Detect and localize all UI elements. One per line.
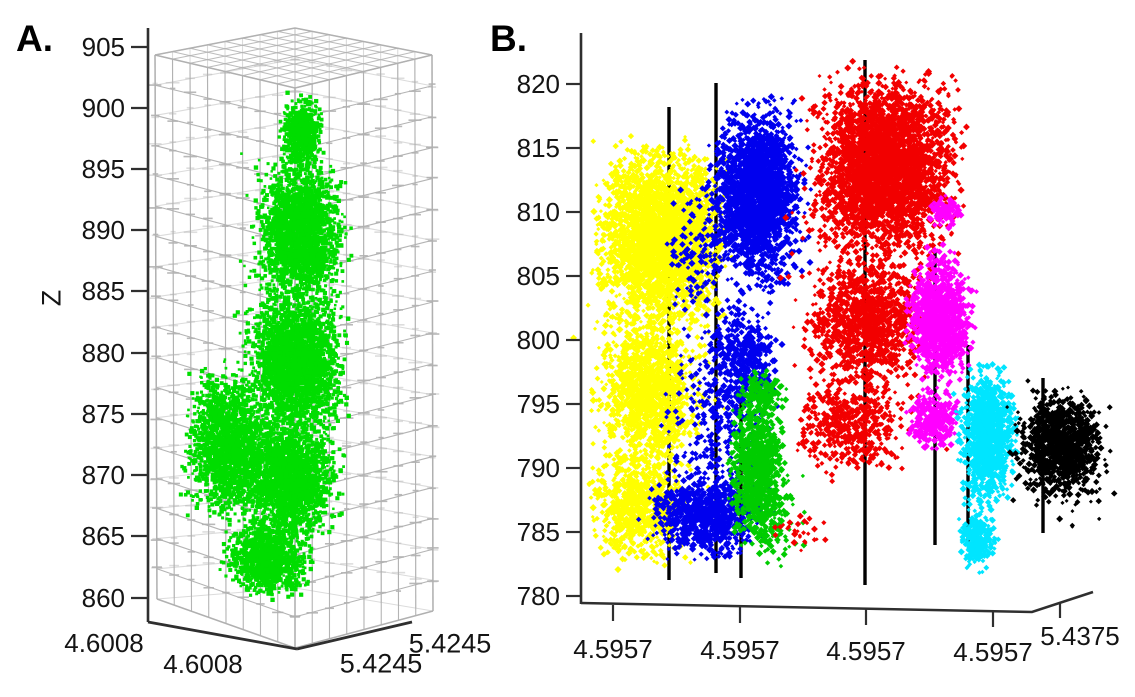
a-y-tick-label: 5.4245 [408,628,492,659]
b-z-tick-label: 785 [516,517,560,547]
a-z-tick-label: 870 [81,460,125,490]
a-z-tick-label: 865 [81,521,125,551]
a-z-tick-label: 900 [81,93,125,123]
a-z-tick-label: 905 [81,32,125,62]
a-z-tick-label: 860 [81,583,125,613]
b-x-tick-label: 5.4375 [1040,621,1120,651]
b-x-tick-label: 4.5957 [573,634,653,664]
a-z-tick-label: 890 [81,215,125,245]
b-z-tick-label: 820 [516,69,560,99]
b-z-tick-label: 795 [516,389,560,419]
a-x-tick-label: 4.6008 [163,649,243,679]
a-y-tick-label: 5.4245 [339,648,423,679]
a-z-tick-label: 895 [81,154,125,184]
b-z-tick-label: 810 [516,197,560,227]
a-z-tick-label: 885 [81,276,125,306]
a-x-tick-label: 4.6008 [64,628,144,658]
panel-b-label: B. [490,18,527,59]
b-z-tick-label: 815 [516,133,560,163]
b-z-tick-label: 790 [516,453,560,483]
a-z-axis-title: Z [36,289,67,307]
a-z-tick-label: 875 [81,399,125,429]
b-z-tick-label: 800 [516,325,560,355]
b-x-tick-label: 4.5957 [826,636,906,666]
b-z-tick-label: 780 [516,581,560,611]
b-z-tick-label: 805 [516,261,560,291]
b-x-tick-label: 4.5957 [700,635,780,665]
panel-a-label: A. [16,18,53,59]
a-z-tick-label: 880 [81,338,125,368]
b-x-tick-label: 4.5957 [953,637,1033,667]
